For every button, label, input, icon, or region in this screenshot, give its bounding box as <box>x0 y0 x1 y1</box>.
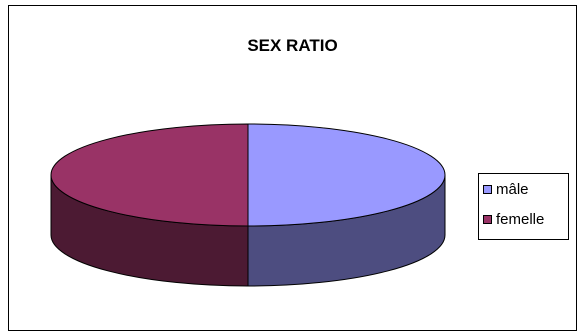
legend-item-female: femelle <box>483 209 544 229</box>
legend-item-male: mâle <box>483 179 529 199</box>
chart-title: SEX RATIO <box>247 36 338 55</box>
legend-label-female: femelle <box>496 210 545 228</box>
legend-swatch-female <box>483 214 492 224</box>
pie-slice-male <box>247 123 446 227</box>
legend: mâle femelle <box>478 173 569 240</box>
legend-label-male: mâle <box>496 180 529 198</box>
legend-swatch-male <box>483 184 492 194</box>
pie-slice-female <box>50 123 249 227</box>
